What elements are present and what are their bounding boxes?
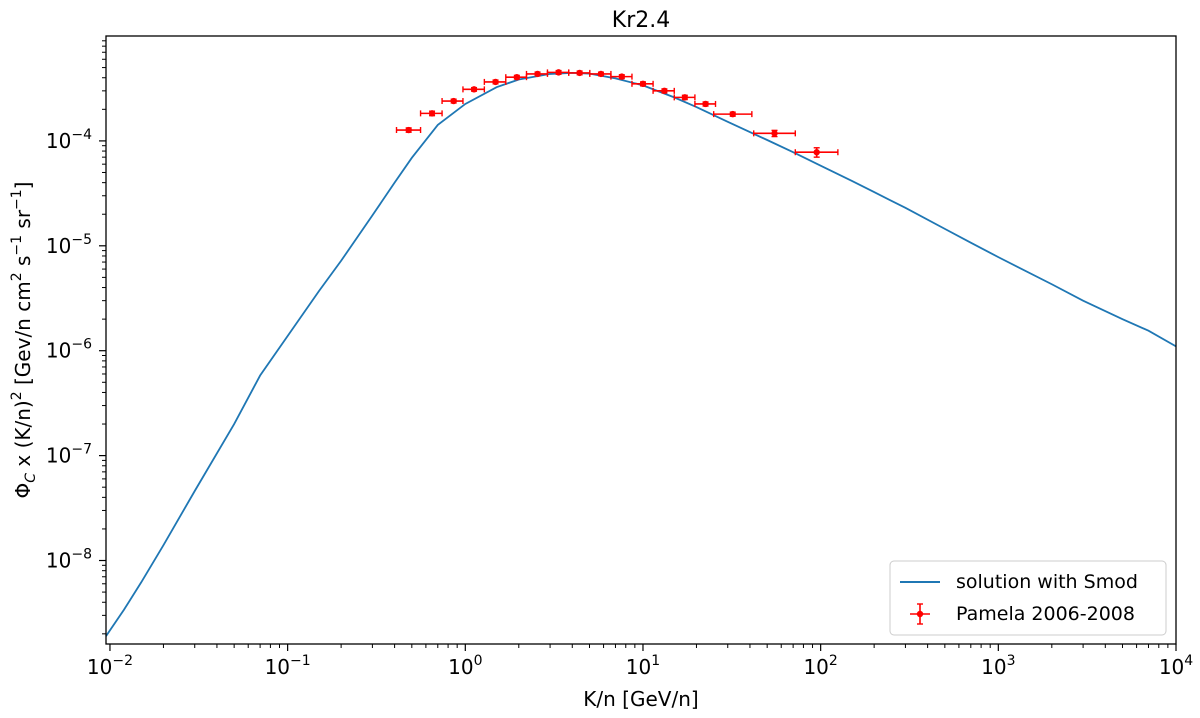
y-tick-label: 10−5 <box>46 232 92 258</box>
y-axis-label-units-end: ] <box>11 182 35 190</box>
data-marker <box>450 97 457 105</box>
legend-swatch-errorbar <box>910 603 930 625</box>
data-marker <box>618 73 626 80</box>
data-marker <box>405 126 412 134</box>
y-tick-label-base: 10 <box>46 444 71 468</box>
data-point-pamela <box>652 87 675 95</box>
x-tick-label-base: 10 <box>803 655 828 679</box>
data-marker <box>513 73 521 81</box>
x-tick-label: 102 <box>803 653 837 679</box>
y-tick-label-base: 10 <box>46 549 71 573</box>
data-marker <box>661 87 668 95</box>
data-marker <box>681 94 689 101</box>
y-axis-label-units-a: [Gev/n cm <box>11 281 35 391</box>
x-tick-label-base: 10 <box>981 655 1006 679</box>
data-point-pamela <box>441 97 464 105</box>
y-axis-label-units-b: s <box>11 256 35 273</box>
data-marker <box>470 86 478 93</box>
data-point-pamela <box>462 86 486 93</box>
y-tick-label: 10−4 <box>46 127 92 153</box>
data-marker <box>534 70 541 78</box>
x-tick-label-exp: 1 <box>651 653 660 669</box>
data-marker <box>729 110 736 118</box>
data-point-pamela <box>610 73 633 80</box>
ticks-group: 10−2 10−1 100 101 102 103 10410−810−710−610−51… <box>46 40 1193 679</box>
y-tick-label-base: 10 <box>46 234 71 258</box>
x-tick-label-base: 10 <box>448 655 473 679</box>
x-tick-label-base: 10 <box>265 655 290 679</box>
data-point-pamela <box>589 70 612 78</box>
x-tick-label-base: 10 <box>87 655 112 679</box>
y-axis-label-phi: Φ <box>11 483 35 499</box>
legend-swatch-marker <box>916 610 924 618</box>
data-marker <box>813 149 820 156</box>
x-tick-label-exp: −2 <box>112 653 133 669</box>
data-point-pamela <box>525 70 549 78</box>
y-tick-label-exp: −6 <box>71 337 92 353</box>
y-axis-label: ΦC x (K/n)2 [Gev/n cm2 s−1 sr−1] <box>9 182 39 499</box>
y-axis-label-sup3: −1 <box>9 235 25 256</box>
data-point-pamela <box>753 129 797 138</box>
x-tick-label: 10−1 <box>265 653 311 679</box>
data-point-pamela <box>546 69 570 76</box>
y-axis-label-sub: C <box>23 473 39 483</box>
data-point-pamela <box>568 69 591 77</box>
x-tick-label-base: 10 <box>626 655 651 679</box>
data-marker <box>597 70 605 78</box>
y-axis-label-sup1: 2 <box>9 391 25 400</box>
y-axis-label-main: x (K/n) <box>11 400 35 473</box>
y-axis-label-sup4: −1 <box>9 189 25 210</box>
y-tick-label: 10−7 <box>46 442 92 468</box>
x-tick-label-exp: −1 <box>290 653 311 669</box>
x-axis-label: K/n [GeV/n] <box>583 687 698 711</box>
legend-label-pamela: Pamela 2006-2008 <box>956 603 1135 625</box>
x-tick-label-exp: 3 <box>1007 653 1016 669</box>
data-point-pamela <box>505 73 528 81</box>
y-tick-label-base: 10 <box>46 129 71 153</box>
y-tick-label-exp: −5 <box>71 232 92 248</box>
x-tick-label: 10−2 <box>87 653 133 679</box>
data-point-pamela <box>694 100 717 108</box>
legend: solution with Smod Pamela 2006-2008 <box>889 560 1167 636</box>
data-marker <box>702 100 709 108</box>
legend-label-solution: solution with Smod <box>956 571 1138 593</box>
x-tick-label-exp: 2 <box>829 653 838 669</box>
x-tick-label-base: 10 <box>1159 655 1184 679</box>
data-marker <box>492 78 499 86</box>
y-tick-label-exp: −4 <box>71 127 92 143</box>
y-axis-label-units-c: sr <box>11 209 35 235</box>
plot-area-frame <box>105 35 1177 645</box>
data-point-pamela <box>712 110 753 118</box>
data-marker <box>428 110 436 117</box>
x-tick-label: 103 <box>981 653 1015 679</box>
data-point-pamela <box>419 110 443 117</box>
y-tick-label-exp: −8 <box>71 547 92 563</box>
data-point-pamela <box>483 78 507 86</box>
y-axis-label-sup2: 2 <box>9 272 25 281</box>
legend-box <box>889 560 1167 636</box>
y-tick-label: 10−8 <box>46 547 92 573</box>
data-marker <box>576 69 583 77</box>
x-tick-label-exp: 4 <box>1184 653 1193 669</box>
y-tick-label-exp: −7 <box>71 442 92 458</box>
chart-title: Kr2.4 <box>612 8 670 33</box>
data-marker <box>771 130 778 137</box>
y-tick-label: 10−6 <box>46 337 92 363</box>
x-tick-label: 101 <box>626 653 660 679</box>
y-tick-label-base: 10 <box>46 339 71 363</box>
data-marker <box>639 80 647 88</box>
x-tick-label: 100 <box>448 653 482 679</box>
data-marker <box>555 69 562 76</box>
data-point-pamela <box>395 126 422 134</box>
x-tick-label-exp: 0 <box>474 653 483 669</box>
series-group <box>105 69 1177 637</box>
data-point-pamela <box>794 147 839 158</box>
data-point-pamela <box>631 80 654 88</box>
x-tick-label: 104 <box>1159 653 1193 679</box>
data-point-pamela <box>673 94 696 101</box>
